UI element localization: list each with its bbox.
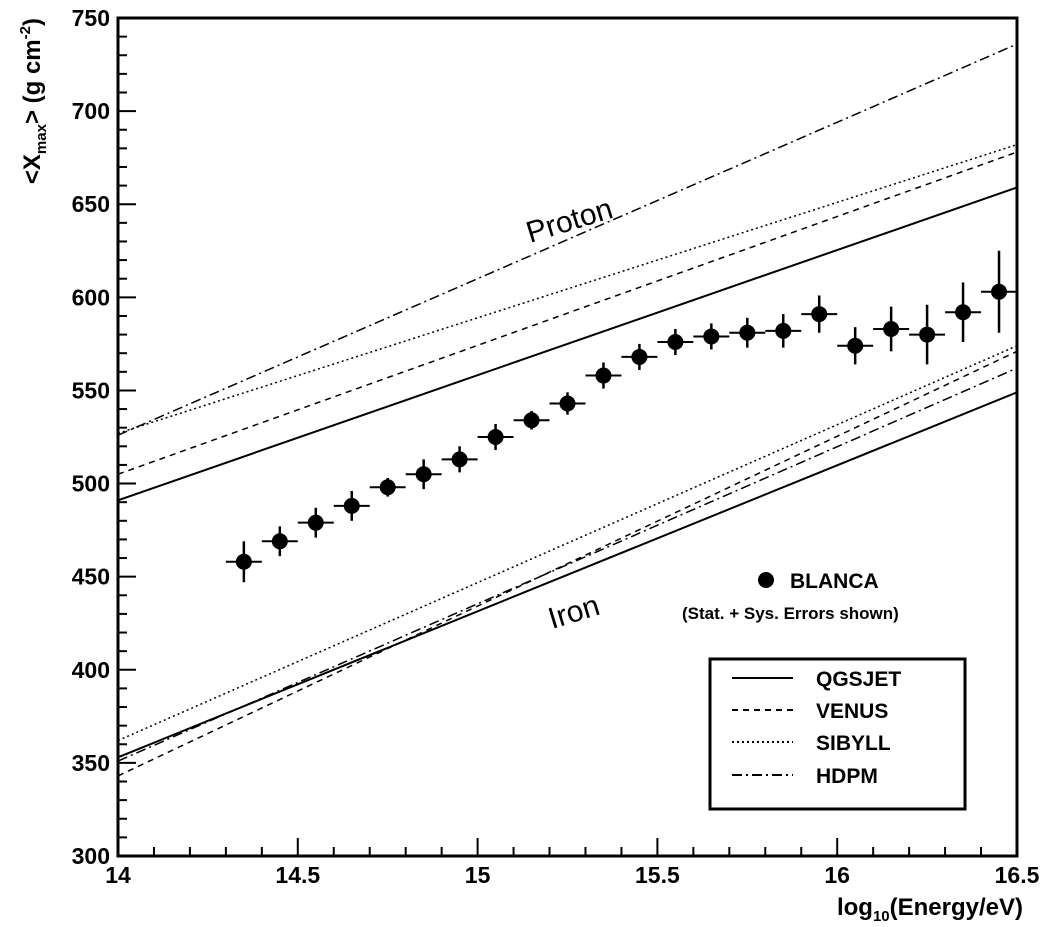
data-point [487,429,504,445]
sibyll-iron-line [117,345,1018,742]
model-curves [117,43,1018,777]
x-tick-label: 14.5 [275,862,320,888]
axis-ticks [117,17,1018,857]
data-point [739,324,756,341]
y-tick-label: 650 [72,191,110,217]
legend-box [708,657,967,811]
y-tick-label: 700 [72,98,110,124]
data-point [955,304,972,321]
data-point [991,283,1008,300]
y-tick-label: 600 [72,284,110,310]
iron-label: Iron [544,589,603,636]
blanca-data-points [225,250,1017,583]
hdpm-iron-line [117,367,1018,762]
qgsjet-proton-line [117,186,1018,502]
legend: QGSJET VENUS SIBYLL HDPM [708,657,967,811]
qgsjet-iron-line [117,391,1018,759]
sibyll-proton-line [117,143,1018,434]
y-tick-label: 550 [72,377,110,403]
legend-label-venus: VENUS [816,700,888,723]
y-tick-label: 350 [72,750,110,776]
axis-tick-labels: 14 14.5 15 15.5 16 16.5 300 350 400 450 500 550 600 6… [72,5,1040,888]
venus-proton-line [117,151,1018,475]
data-point [235,553,252,570]
y-axis-title-close: ) [19,18,46,26]
data-point [775,322,792,339]
data-point [919,326,936,343]
blanca-key-note: (Stat. + Sys. Errors shown) [682,604,899,623]
x-tick-label: 15 [465,862,491,888]
data-point [523,412,540,429]
data-point [271,533,288,550]
venus-iron-line [117,350,1018,777]
proton-label: Proton [522,192,616,249]
data-point [343,497,360,514]
x-tick-label: 15.5 [635,862,680,888]
hdpm-proton-line [117,43,1018,436]
y-axis-title-subscript: max [33,123,50,154]
blanca-key-label: BLANCA [790,570,879,593]
legend-label-sibyll: SIBYLL [816,732,891,755]
data-point [847,337,864,354]
x-tick-label: 14 [105,862,131,888]
x-tick-label: 16 [824,862,850,888]
data-point [631,348,648,365]
x-axis-title: log10(Energy/eV) [837,894,1023,925]
data-point [307,514,324,531]
y-tick-label: 500 [72,471,110,497]
legend-label-qgsjet: QGSJET [816,668,901,691]
y-axis-title-prefix: <X [19,154,46,184]
y-axis-title-superscript: -2 [17,26,34,39]
data-point [811,306,828,323]
data-point [883,320,900,337]
data-point [595,367,612,384]
y-tick-label: 750 [72,5,110,31]
x-axis-title-prefix: log [837,894,873,921]
y-axis-title: <Xmax> (g cm-2) [17,18,50,184]
y-tick-label: 450 [72,564,110,590]
data-point [451,451,468,468]
y-tick-label: 300 [72,843,110,869]
data-point [703,328,720,345]
blanca-key-marker [758,572,774,588]
x-axis-title-suffix: (Energy/eV) [890,894,1023,921]
data-point [667,334,684,351]
plot-frame [116,16,1019,858]
y-axis-title-suffix: > (g cm [19,39,46,124]
data-point [379,479,396,496]
x-tick-label: 16.5 [995,862,1040,888]
data-point [415,466,432,483]
y-tick-label: 400 [72,657,110,683]
x-axis-title-subscript: 10 [873,908,890,925]
legend-label-hdpm: HDPM [816,765,878,788]
data-point [559,395,576,412]
